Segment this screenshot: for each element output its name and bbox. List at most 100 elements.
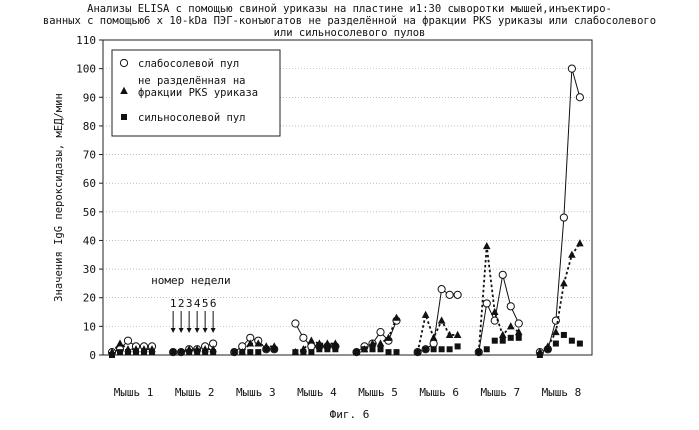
data-point-square — [271, 346, 277, 352]
data-point-square — [170, 349, 176, 355]
data-point-circle — [430, 340, 437, 347]
data-point-square — [577, 341, 583, 347]
week-arrow-head — [211, 328, 216, 333]
data-point-square — [210, 349, 216, 355]
y-axis-label: Значения IgG пероксидазы, мЕД/мин — [53, 93, 65, 302]
data-point-circle — [124, 337, 131, 344]
data-point-circle — [454, 291, 461, 298]
series-line-circle — [540, 69, 580, 353]
y-tick-label: 60 — [83, 177, 96, 190]
data-point-square — [439, 346, 445, 352]
data-point-square — [202, 349, 208, 355]
week-arrow-head — [203, 328, 208, 333]
data-point-square — [109, 352, 115, 358]
data-point-circle — [515, 320, 522, 327]
data-point-triangle — [308, 336, 316, 343]
data-point-square — [500, 338, 506, 344]
x-category-label: Мышь 5 — [358, 386, 398, 399]
x-category-label: Мышь 8 — [542, 386, 582, 399]
legend-marker-circle — [120, 59, 127, 66]
legend-label: слабосолевой пул — [138, 58, 239, 70]
y-tick-label: 50 — [83, 206, 96, 219]
y-tick-label: 0 — [89, 349, 96, 362]
y-tick-label: 70 — [83, 149, 96, 162]
data-point-triangle — [422, 311, 430, 318]
data-point-square — [178, 349, 184, 355]
data-point-circle — [483, 300, 490, 307]
data-point-circle — [499, 271, 506, 278]
data-point-square — [370, 346, 376, 352]
y-tick-label: 30 — [83, 263, 96, 276]
data-point-square — [292, 349, 298, 355]
x-category-label: Мышь 1 — [114, 386, 154, 399]
data-point-circle — [446, 291, 453, 298]
data-point-triangle — [507, 322, 515, 329]
y-tick-label: 10 — [83, 320, 96, 333]
data-point-triangle — [430, 334, 438, 341]
week-number-label: 2 — [178, 297, 185, 310]
data-point-square — [141, 349, 147, 355]
data-point-triangle — [324, 339, 332, 346]
data-point-square — [431, 346, 437, 352]
data-point-square — [354, 349, 360, 355]
data-point-square — [194, 349, 200, 355]
data-point-circle — [300, 334, 307, 341]
data-point-square — [362, 346, 368, 352]
data-point-square — [545, 346, 551, 352]
data-point-triangle — [515, 328, 523, 335]
data-point-circle — [438, 286, 445, 293]
data-point-square — [324, 346, 330, 352]
data-point-square — [133, 349, 139, 355]
week-arrow-head — [195, 328, 200, 333]
x-category-label: Мышь 7 — [480, 386, 520, 399]
week-number-label: 1 — [170, 297, 177, 310]
data-point-square — [569, 338, 575, 344]
data-point-square — [300, 349, 306, 355]
data-point-square — [423, 346, 429, 352]
data-point-square — [386, 349, 392, 355]
y-tick-label: 40 — [83, 234, 96, 247]
data-point-square — [186, 349, 192, 355]
week-number-label: 5 — [202, 297, 209, 310]
data-point-circle — [568, 65, 575, 72]
data-point-circle — [507, 303, 514, 310]
week-number-label: 3 — [186, 297, 193, 310]
data-point-square — [247, 349, 253, 355]
week-arrow-head — [187, 328, 192, 333]
data-point-circle — [560, 214, 567, 221]
data-point-square — [231, 349, 237, 355]
data-point-square — [239, 349, 245, 355]
data-point-square — [561, 332, 567, 338]
data-point-circle — [377, 328, 384, 335]
data-point-square — [508, 335, 514, 341]
data-point-square — [255, 349, 261, 355]
data-point-square — [263, 346, 269, 352]
data-point-triangle — [568, 251, 576, 258]
week-number-label: 6 — [210, 297, 217, 310]
data-point-square — [149, 349, 155, 355]
data-point-circle — [292, 320, 299, 327]
data-point-square — [394, 349, 400, 355]
data-point-square — [484, 346, 490, 352]
data-point-square — [553, 341, 559, 347]
data-point-square — [455, 343, 461, 349]
data-point-square — [537, 352, 543, 358]
data-point-triangle — [393, 314, 401, 321]
y-tick-label: 90 — [83, 91, 96, 104]
data-point-square — [125, 349, 131, 355]
data-point-triangle — [438, 316, 446, 323]
y-tick-label: 100 — [76, 63, 96, 76]
data-point-square — [492, 338, 498, 344]
data-point-square — [332, 346, 338, 352]
x-category-label: Мышь 2 — [175, 386, 215, 399]
week-annotation-title: номер недели — [151, 274, 230, 287]
data-point-square — [516, 335, 522, 341]
figure-caption: Фиг. 6 — [0, 408, 699, 421]
y-tick-label: 110 — [76, 34, 96, 47]
x-category-label: Мышь 6 — [419, 386, 459, 399]
data-point-square — [476, 349, 482, 355]
y-tick-label: 20 — [83, 292, 96, 305]
legend-label: сильносолевой пул — [138, 112, 245, 124]
data-point-square — [316, 346, 322, 352]
